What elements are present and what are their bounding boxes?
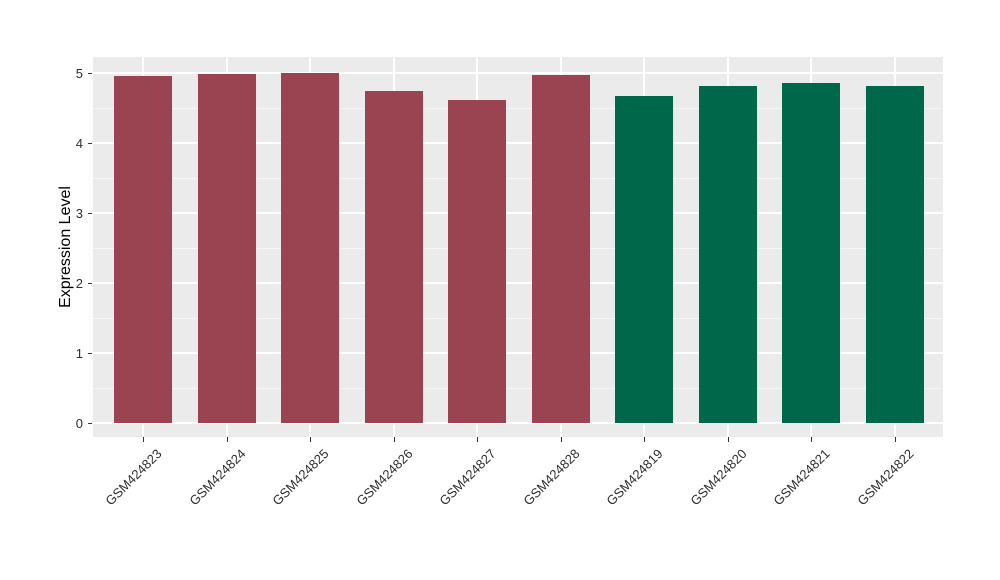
bar [281, 73, 339, 423]
y-tick-label: 1 [75, 346, 83, 361]
minor-gridline [93, 318, 943, 319]
bar [865, 85, 924, 423]
x-tick-mark [644, 437, 645, 442]
minor-gridline [93, 388, 943, 389]
y-tick-label: 4 [75, 136, 83, 151]
bar [197, 74, 256, 423]
x-tick-label: GSM424823 [102, 446, 165, 509]
major-gridline [93, 352, 943, 354]
x-tick-label: GSM424822 [853, 446, 917, 509]
major-gridline [93, 422, 943, 424]
y-tick-mark [88, 353, 92, 354]
y-tick-mark [88, 73, 92, 74]
y-tick-label: 2 [75, 276, 83, 291]
x-tick-mark [727, 437, 729, 442]
y-tick-mark [88, 283, 92, 284]
bar [114, 75, 172, 423]
x-tick-mark [894, 437, 896, 442]
x-tick-mark [477, 437, 478, 442]
bar [531, 75, 590, 423]
x-tick-mark [226, 437, 228, 442]
x-tick-label: GSM424819 [603, 446, 666, 509]
major-gridline [93, 282, 943, 284]
bar [782, 82, 840, 423]
x-tick-label: GSM424824 [185, 446, 249, 509]
y-tick-label: 3 [75, 206, 83, 221]
bar [364, 90, 423, 423]
x-tick-mark [811, 437, 812, 442]
bar [615, 96, 673, 423]
major-gridline [93, 212, 943, 214]
y-tick-label: 0 [75, 416, 83, 431]
x-tick-mark [393, 437, 395, 442]
x-tick-mark [143, 437, 144, 442]
y-tick-mark [88, 423, 92, 424]
y-tick-mark [88, 143, 92, 144]
minor-gridline [93, 178, 943, 179]
x-tick-label: GSM424826 [352, 446, 416, 509]
x-tick-mark [310, 437, 311, 442]
major-gridline [93, 72, 943, 74]
y-tick-mark [88, 213, 92, 214]
x-tick-label: GSM424821 [770, 446, 833, 509]
x-tick-mark [560, 437, 562, 442]
bar [698, 86, 757, 423]
minor-gridline [93, 108, 943, 109]
major-gridline [93, 142, 943, 144]
x-tick-label: GSM424827 [436, 446, 499, 509]
y-tick-label: 5 [75, 66, 83, 81]
x-tick-label: GSM424820 [686, 446, 750, 509]
bar [448, 99, 506, 423]
x-tick-label: GSM424825 [269, 446, 332, 509]
plot-panel [93, 57, 943, 437]
minor-gridline [93, 248, 943, 249]
x-tick-label: GSM424828 [519, 446, 583, 509]
